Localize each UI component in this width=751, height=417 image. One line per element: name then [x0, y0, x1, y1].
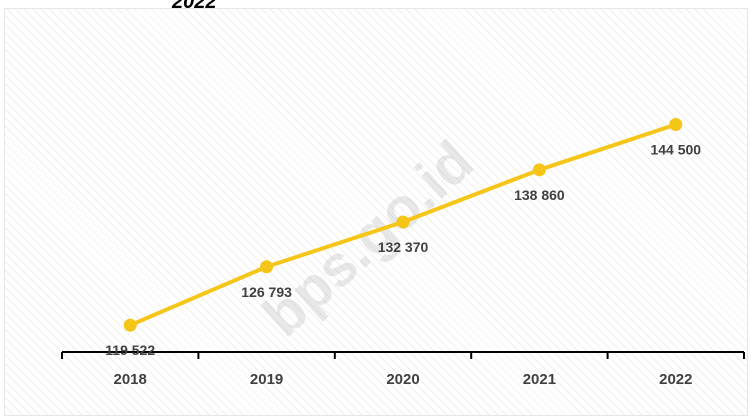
data-label: 119 522 — [105, 342, 155, 358]
data-point — [260, 260, 274, 274]
data-label: 126 793 — [241, 284, 292, 300]
data-point — [123, 318, 137, 332]
chart-title: 2022 — [172, 0, 217, 13]
x-tick-label: 2019 — [250, 371, 283, 388]
data-point — [532, 163, 546, 177]
data-label: 144 500 — [650, 142, 701, 158]
data-point — [396, 215, 410, 229]
plot-area — [4, 8, 748, 416]
data-label: 138 860 — [514, 187, 565, 203]
x-tick-label: 2018 — [114, 371, 147, 388]
x-tick-label: 2022 — [659, 371, 692, 388]
data-point — [669, 118, 683, 132]
data-label: 132 370 — [378, 239, 429, 255]
x-tick-label: 2021 — [523, 371, 556, 388]
x-tick-label: 2020 — [386, 371, 419, 388]
